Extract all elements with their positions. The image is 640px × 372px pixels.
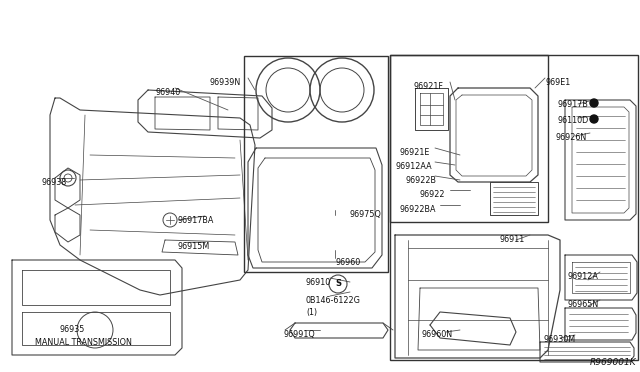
- Text: 96912AA: 96912AA: [395, 162, 431, 171]
- Text: 96917BA: 96917BA: [178, 216, 214, 225]
- Text: 96926N: 96926N: [556, 133, 588, 142]
- Bar: [390, 55, 548, 222]
- Bar: [244, 56, 388, 272]
- Text: 96935: 96935: [60, 325, 85, 334]
- Text: 96915M: 96915M: [178, 242, 211, 251]
- Text: 96912A: 96912A: [567, 272, 598, 281]
- Text: 969E1: 969E1: [545, 78, 570, 87]
- Text: 96940: 96940: [155, 88, 180, 97]
- Text: 96960: 96960: [335, 258, 360, 267]
- Bar: [390, 55, 638, 360]
- Text: 96922BA: 96922BA: [400, 205, 436, 214]
- Circle shape: [590, 115, 598, 123]
- Text: MANUAL TRANSMISSION: MANUAL TRANSMISSION: [35, 338, 132, 347]
- Text: 96917B: 96917B: [558, 100, 589, 109]
- Text: R969001K: R969001K: [589, 358, 636, 367]
- Text: 96930M: 96930M: [543, 335, 575, 344]
- Text: 96910: 96910: [306, 278, 332, 287]
- Text: 96939N: 96939N: [210, 78, 241, 87]
- Text: 0B146-6122G: 0B146-6122G: [306, 296, 361, 305]
- Text: 96960N: 96960N: [422, 330, 453, 339]
- Text: 96938: 96938: [42, 178, 67, 187]
- Text: 96922: 96922: [420, 190, 445, 199]
- Text: 96911: 96911: [500, 235, 525, 244]
- Text: 96922B: 96922B: [405, 176, 436, 185]
- Text: S: S: [335, 279, 341, 289]
- Text: (1): (1): [306, 308, 317, 317]
- Text: 96975Q: 96975Q: [350, 210, 382, 219]
- Text: 96921F: 96921F: [413, 82, 443, 91]
- Text: 96991Q: 96991Q: [283, 330, 315, 339]
- Text: 96110D: 96110D: [558, 116, 589, 125]
- Circle shape: [590, 99, 598, 107]
- Text: 96921E: 96921E: [400, 148, 430, 157]
- Text: 96965N: 96965N: [567, 300, 598, 309]
